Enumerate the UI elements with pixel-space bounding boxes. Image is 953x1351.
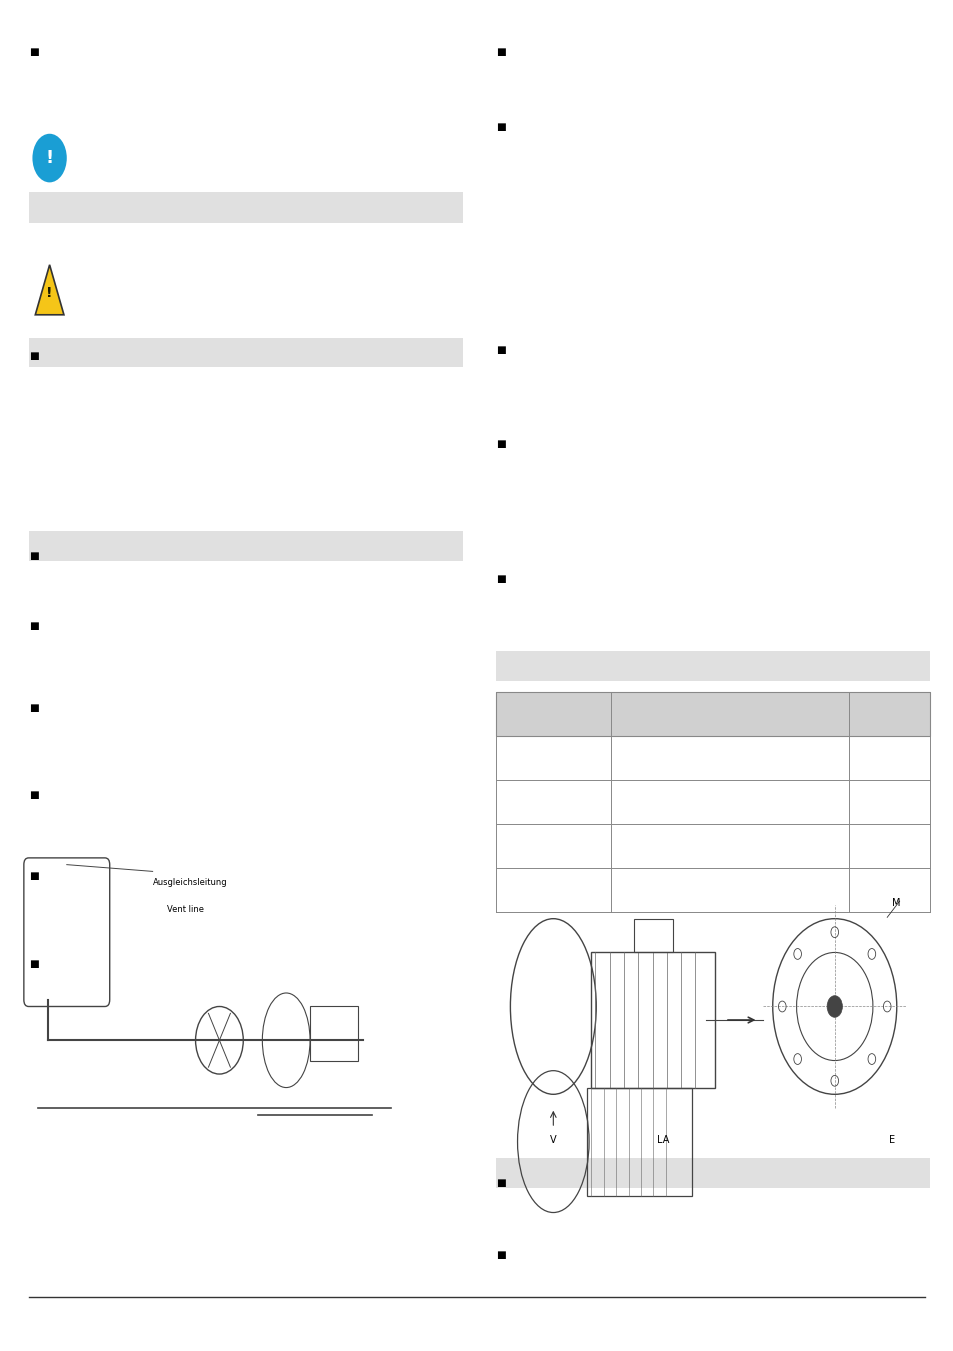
Bar: [586, 1088, 691, 1196]
Text: ■: ■: [29, 790, 38, 800]
Bar: [496, 692, 929, 736]
Text: ■: ■: [496, 1178, 505, 1188]
Text: ■: ■: [496, 47, 505, 57]
Bar: [29, 192, 462, 223]
Text: !: !: [47, 286, 52, 300]
Text: ■: ■: [29, 959, 38, 969]
Bar: [496, 651, 929, 681]
Text: LA: LA: [657, 1135, 668, 1144]
Text: Ausgleichsleitung: Ausgleichsleitung: [152, 878, 227, 888]
Text: Vent line: Vent line: [167, 905, 204, 915]
Text: ■: ■: [29, 871, 38, 881]
Bar: [29, 338, 462, 367]
Bar: [29, 531, 462, 561]
Text: ■: ■: [29, 351, 38, 361]
Text: ■: ■: [29, 47, 38, 57]
Text: E: E: [888, 1135, 894, 1144]
Text: !: !: [46, 149, 53, 168]
Polygon shape: [35, 265, 64, 315]
Text: M: M: [891, 898, 900, 908]
Text: ■: ■: [496, 574, 505, 584]
Text: V: V: [550, 1135, 556, 1144]
Text: ■: ■: [496, 439, 505, 449]
Text: ■: ■: [29, 621, 38, 631]
Bar: [591, 952, 715, 1088]
Text: ■: ■: [29, 551, 38, 561]
Circle shape: [826, 996, 841, 1017]
Text: ■: ■: [29, 703, 38, 712]
Circle shape: [32, 134, 67, 182]
Text: ■: ■: [496, 1250, 505, 1259]
Bar: [310, 1006, 357, 1061]
Text: ■: ■: [496, 345, 505, 354]
Bar: [496, 1158, 929, 1188]
Bar: [634, 919, 672, 952]
Text: ■: ■: [496, 122, 505, 131]
